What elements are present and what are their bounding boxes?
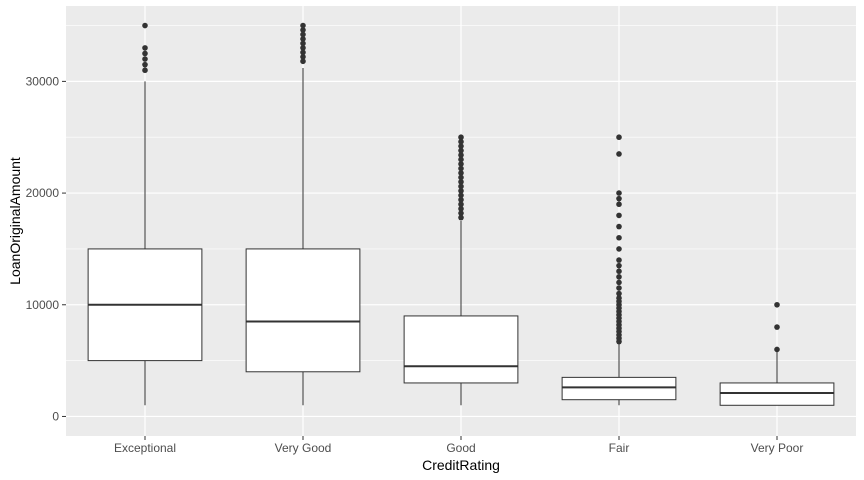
outlier-point xyxy=(616,195,622,202)
outlier-point xyxy=(458,192,464,199)
outlier-point xyxy=(616,151,622,157)
outlier-point xyxy=(300,22,306,29)
outlier-point xyxy=(616,134,622,141)
outlier-point xyxy=(458,196,464,203)
outlier-point xyxy=(142,67,148,74)
outlier-point xyxy=(458,201,464,208)
outlier-point xyxy=(616,212,622,219)
outlier-point xyxy=(616,285,622,291)
outlier-point xyxy=(142,45,148,51)
outlier-point xyxy=(774,301,780,308)
box-iqr xyxy=(245,248,361,373)
box-iqr xyxy=(403,315,519,384)
outlier-point xyxy=(458,165,464,172)
outlier-point xyxy=(300,58,306,65)
outlier-point xyxy=(616,290,622,297)
y-axis-ticks: 0 10000 20000 30000 xyxy=(26,74,66,423)
box-group-very-good xyxy=(245,22,361,406)
outlier-point xyxy=(458,152,464,158)
outlier-point xyxy=(774,346,780,353)
outlier-point xyxy=(458,143,464,149)
outlier-point xyxy=(458,170,464,176)
outlier-point xyxy=(142,61,148,68)
x-axis-title: CreditRating xyxy=(422,457,500,473)
y-axis-title: LoanOriginalAmount xyxy=(7,157,23,285)
box-group-very-poor xyxy=(719,301,835,406)
box-group-fair xyxy=(561,134,677,406)
outlier-point xyxy=(616,201,622,208)
outlier-point xyxy=(458,205,464,212)
outlier-point xyxy=(458,183,464,190)
outlier-point xyxy=(458,138,464,145)
outlier-point xyxy=(458,188,464,194)
y-tick-label: 20000 xyxy=(26,186,60,200)
outlier-point xyxy=(142,50,148,57)
x-tick-label: Exceptional xyxy=(114,441,176,455)
y-tick-label: 30000 xyxy=(26,74,60,88)
outlier-point xyxy=(616,246,622,252)
box-iqr xyxy=(719,382,835,406)
outlier-point xyxy=(616,190,622,196)
box-group-good xyxy=(403,134,519,406)
box-group-exceptional xyxy=(87,22,203,406)
outlier-point xyxy=(458,161,464,167)
outlier-point xyxy=(300,49,306,56)
outlier-point xyxy=(142,22,148,29)
outlier-point xyxy=(616,223,622,230)
outlier-point xyxy=(616,295,622,301)
x-tick-label: Very Good xyxy=(275,441,332,455)
outlier-point xyxy=(458,147,464,154)
x-tick-label: Fair xyxy=(609,441,630,455)
x-tick-label: Good xyxy=(446,441,475,455)
x-axis-ticks: Exceptional Very Good Good Fair Very Poor xyxy=(114,436,803,455)
outlier-point xyxy=(616,274,622,280)
outlier-point xyxy=(458,156,464,163)
outlier-point xyxy=(616,262,622,269)
outlier-point xyxy=(616,257,622,263)
outlier-point xyxy=(300,54,306,60)
outlier-point xyxy=(300,27,306,33)
outlier-point xyxy=(458,134,464,141)
outlier-point xyxy=(616,268,622,275)
x-tick-label: Very Poor xyxy=(751,441,804,455)
outlier-point xyxy=(458,174,464,181)
outlier-point xyxy=(300,40,306,47)
outlier-point xyxy=(300,31,306,38)
y-tick-label: 0 xyxy=(52,409,59,423)
outlier-point xyxy=(300,45,306,51)
outlier-point xyxy=(774,324,780,330)
outlier-point xyxy=(616,279,622,286)
y-tick-label: 10000 xyxy=(26,298,60,312)
outlier-point xyxy=(458,214,464,221)
outlier-point xyxy=(458,210,464,216)
outlier-point xyxy=(616,234,622,241)
outlier-point xyxy=(142,56,148,62)
outlier-point xyxy=(300,36,306,42)
box-iqr xyxy=(561,376,677,401)
boxes xyxy=(87,22,835,406)
outlier-point xyxy=(458,179,464,185)
